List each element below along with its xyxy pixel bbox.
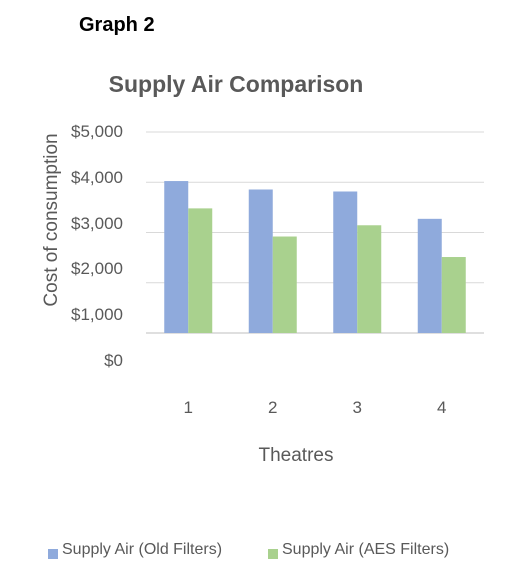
x-tick-label: 2 bbox=[268, 398, 277, 417]
bar-aes-1 bbox=[188, 208, 213, 333]
legend: Supply Air (Old Filters) Supply Air (AES … bbox=[48, 541, 449, 559]
bar-old-2 bbox=[248, 189, 273, 333]
y-tick-labels: $5,000 $4,000 $3,000 $2,000 $1,000 $0 bbox=[71, 122, 123, 370]
y-axis-title: Cost of consumption bbox=[41, 133, 62, 306]
x-tick-labels: 1 2 3 4 bbox=[184, 398, 447, 417]
legend-label: Supply Air (AES Filters) bbox=[282, 541, 449, 558]
y-tick-label: $1,000 bbox=[71, 305, 123, 324]
legend-swatch bbox=[48, 549, 58, 559]
y-tick-label: $0 bbox=[104, 351, 123, 370]
bar-aes-4 bbox=[441, 257, 466, 333]
x-tick-label: 1 bbox=[184, 398, 193, 417]
graph-label: Graph 2 bbox=[79, 14, 155, 36]
x-tick-label: 3 bbox=[353, 398, 362, 417]
bar-old-1 bbox=[164, 181, 189, 333]
chart-title: Supply Air Comparison bbox=[109, 71, 364, 97]
legend-swatch bbox=[268, 549, 278, 559]
y-tick-label: $2,000 bbox=[71, 259, 123, 278]
bars bbox=[164, 181, 466, 333]
y-tick-label: $5,000 bbox=[71, 122, 123, 141]
legend-label: Supply Air (Old Filters) bbox=[62, 541, 222, 558]
x-axis-title: Theatres bbox=[259, 445, 334, 466]
bar-old-3 bbox=[333, 191, 358, 333]
bar-aes-2 bbox=[272, 236, 297, 333]
x-tick-label: 4 bbox=[437, 398, 446, 417]
y-tick-label: $3,000 bbox=[71, 214, 123, 233]
bar-old-4 bbox=[417, 218, 442, 333]
bar-aes-3 bbox=[357, 225, 382, 333]
y-tick-label: $4,000 bbox=[71, 168, 123, 187]
